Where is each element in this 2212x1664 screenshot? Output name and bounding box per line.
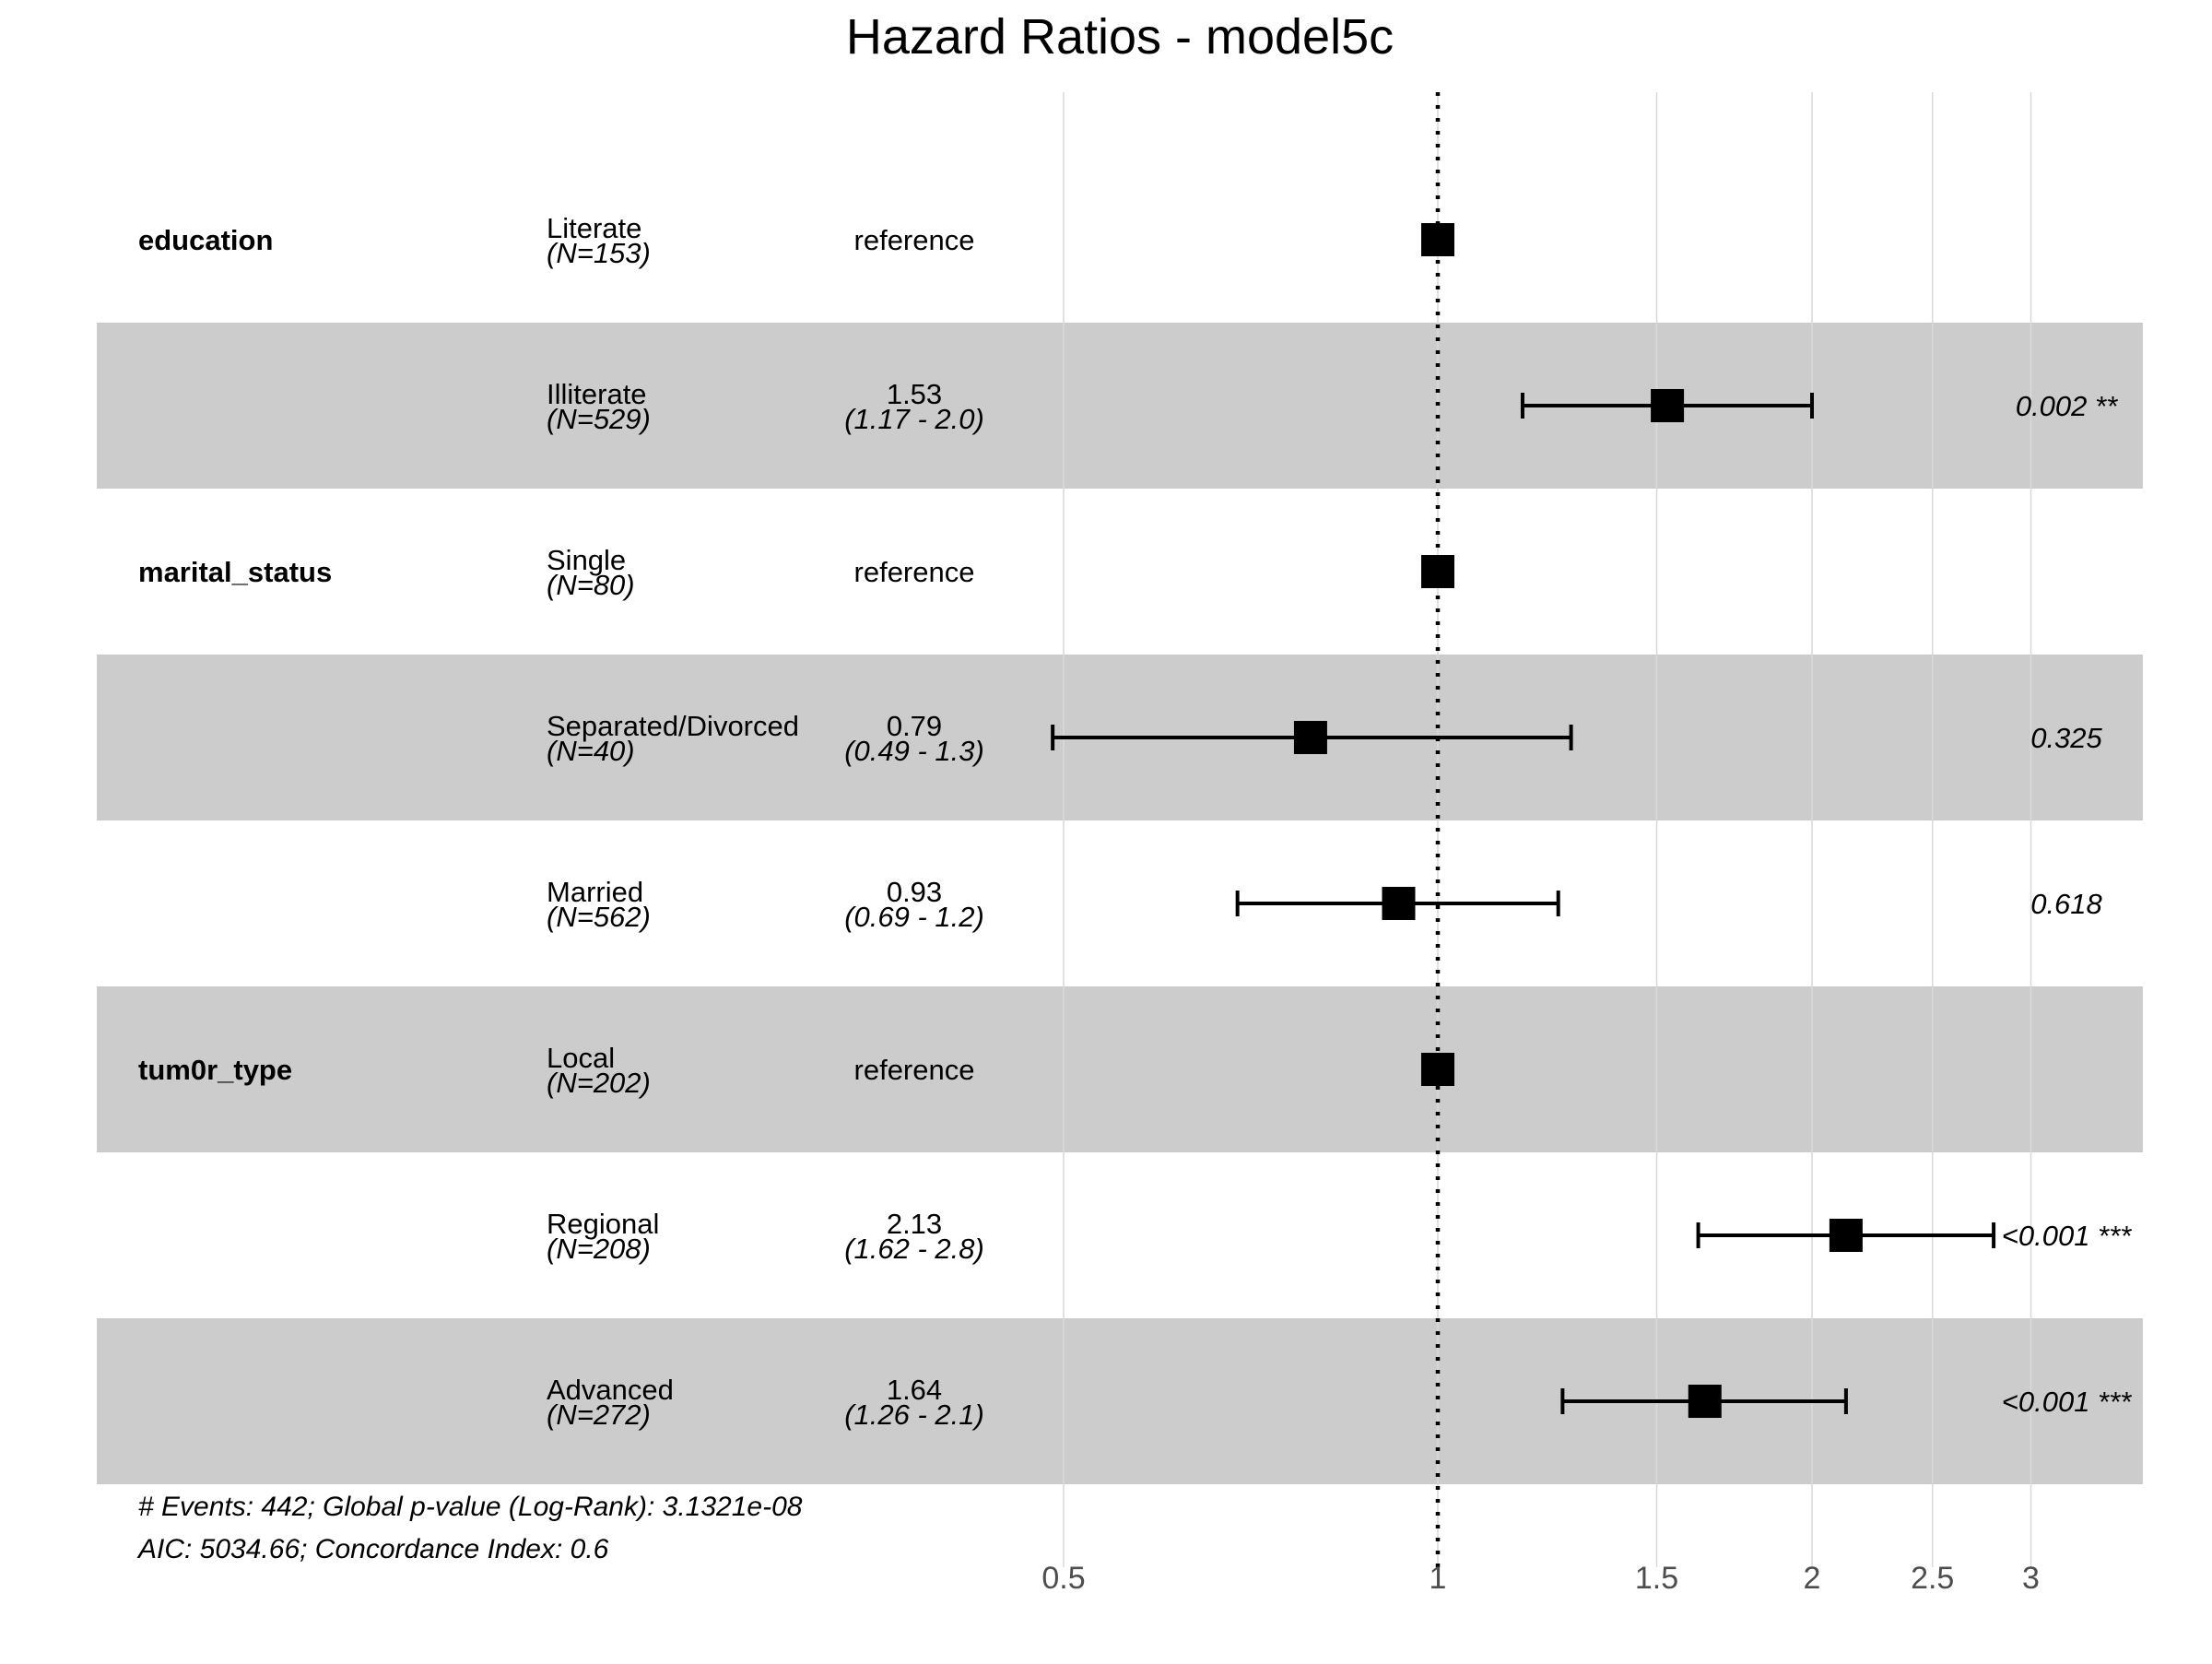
level-label: Separated/Divorced: [547, 710, 799, 742]
x-tick-label: 0.5: [1041, 1561, 1085, 1596]
estimate-value: reference: [854, 1054, 975, 1086]
estimate-value: 0.79: [887, 710, 942, 742]
level-count: (N=208): [547, 1233, 651, 1265]
estimate-value: reference: [854, 224, 975, 256]
p-value: <0.001 ***: [2002, 1220, 2132, 1252]
hazard-ratio-marker: [1688, 1385, 1722, 1418]
level-count: (N=40): [547, 735, 635, 767]
hazard-ratio-marker: [1293, 721, 1327, 754]
level-count: (N=80): [547, 569, 635, 601]
row-shade-band: [97, 986, 2143, 1152]
footer-aic-line: AIC: 5034.66; Concordance Index: 0.6: [136, 1534, 609, 1564]
p-value: 0.325: [2030, 722, 2102, 754]
x-tick-label: 2.5: [1911, 1561, 1954, 1596]
hazard-ratio-marker: [1382, 887, 1416, 920]
hazard-ratio-marker: [1421, 555, 1454, 588]
level-label: Local: [547, 1042, 615, 1074]
p-value: <0.001 ***: [2002, 1386, 2132, 1418]
level-count: (N=202): [547, 1067, 651, 1099]
estimate-value: 1.64: [887, 1374, 942, 1406]
footer-events-line: # Events: 442; Global p-value (Log-Rank)…: [138, 1492, 803, 1522]
estimate-value: 1.53: [887, 378, 942, 410]
ci-value: (1.26 - 2.1): [844, 1398, 984, 1431]
ci-value: (1.62 - 2.8): [844, 1233, 984, 1265]
level-label: Illiterate: [547, 378, 647, 410]
row-shade-band: [97, 323, 2143, 489]
estimate-value: reference: [854, 556, 975, 588]
level-label: Married: [547, 876, 643, 908]
p-value: 0.002 **: [2016, 390, 2118, 422]
p-value: 0.618: [2030, 888, 2102, 920]
ci-value: (0.49 - 1.3): [844, 735, 984, 767]
hazard-ratio-marker: [1421, 1053, 1454, 1086]
ci-value: (0.69 - 1.2): [844, 901, 984, 933]
level-label: Single: [547, 544, 626, 576]
estimate-value: 0.93: [887, 876, 942, 908]
chart-title: Hazard Ratios - model5c: [846, 9, 1394, 65]
level-label: Regional: [547, 1208, 659, 1240]
hazard-ratio-marker: [1829, 1219, 1863, 1252]
estimate-value: 2.13: [887, 1208, 942, 1240]
level-count: (N=529): [547, 403, 651, 435]
level-count: (N=153): [547, 237, 651, 269]
hazard-ratio-marker: [1651, 389, 1685, 422]
x-tick-label: 1.5: [1635, 1561, 1678, 1596]
variable-label: tum0r_type: [138, 1054, 292, 1086]
x-tick-label: 3: [2022, 1561, 2040, 1596]
x-tick-label: 1: [1430, 1561, 1447, 1596]
variable-label: marital_status: [138, 556, 332, 588]
x-tick-label: 2: [1804, 1561, 1821, 1596]
level-count: (N=562): [547, 901, 651, 933]
level-label: Literate: [547, 212, 641, 244]
level-label: Advanced: [547, 1374, 674, 1406]
variable-label: education: [138, 224, 273, 256]
ci-value: (1.17 - 2.0): [844, 403, 984, 435]
hazard-ratio-marker: [1421, 223, 1454, 256]
level-count: (N=272): [547, 1398, 651, 1431]
